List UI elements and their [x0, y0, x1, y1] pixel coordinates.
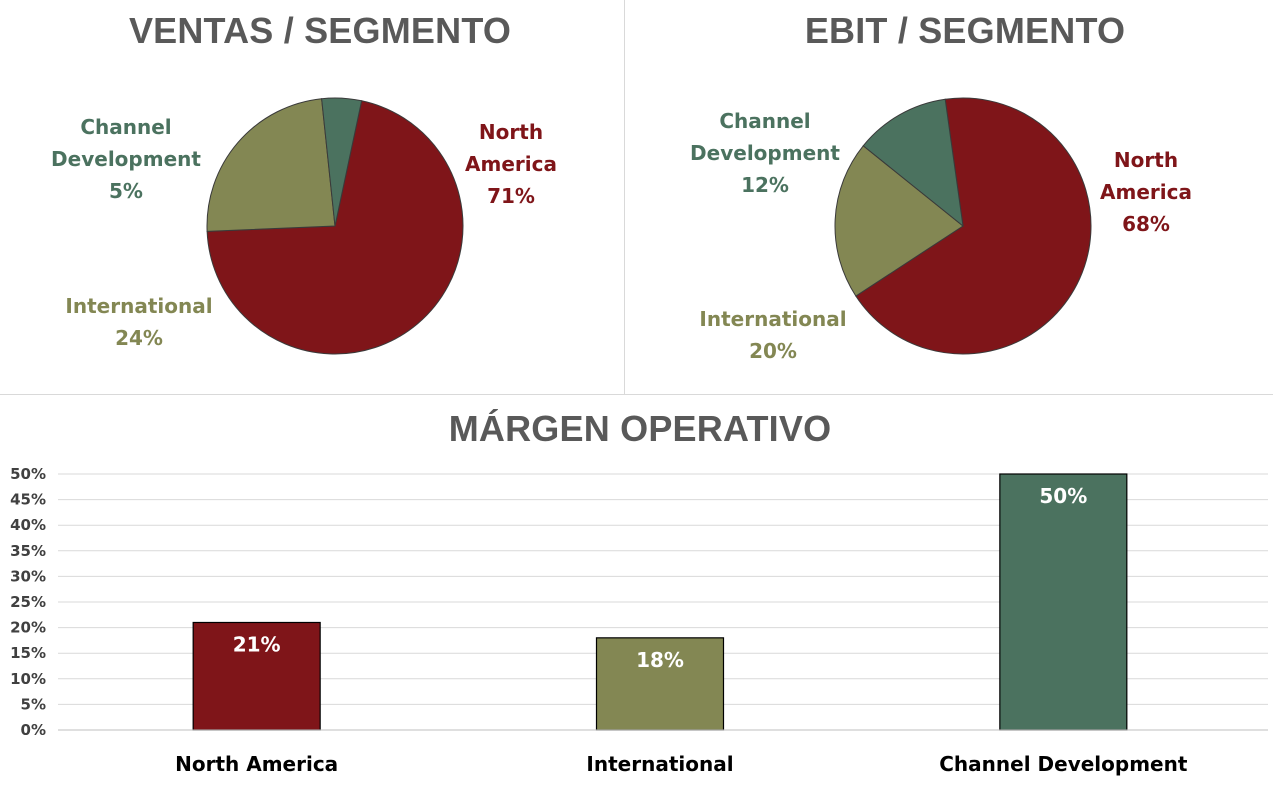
y-tick-label-50: 50%: [10, 465, 46, 483]
y-tick-label-45: 45%: [10, 491, 46, 509]
y-tick-label-40: 40%: [10, 516, 46, 534]
ventas-label-north-america: North America 71%: [465, 120, 557, 208]
ebit-slice-international: [834, 145, 964, 297]
x-category-label-north-america: North America: [175, 752, 338, 776]
ebit-chart-title: EBIT / SEGMENTO: [804, 10, 1126, 51]
panel-divider-horizontal: [0, 394, 1273, 395]
ventas-label-international: International 24%: [65, 294, 212, 350]
x-category-label-channel-development: Channel Development: [939, 752, 1188, 776]
y-tick-label-10: 10%: [10, 670, 46, 688]
ventas-slice-channel-development: [321, 97, 363, 227]
bar-channel-development: [999, 473, 1128, 731]
y-tick-label-0: 0%: [21, 721, 46, 739]
ventas-slice-north-america: [206, 100, 464, 355]
bar-north-america: [192, 621, 321, 731]
ebit-pie-chart: North America 68% International 20% Channel De…: [690, 97, 1192, 363]
bar-value-label-channel-development: 50%: [1039, 484, 1087, 508]
ebit-slice-north-america: [855, 97, 1092, 355]
y-tick-label-15: 15%: [10, 644, 46, 662]
ventas-pie-chart: North America 71% International 24% Channel De…: [51, 97, 557, 355]
bar-value-label-international: 18%: [636, 648, 684, 672]
ebit-label-channel-development: Channel Development 12%: [690, 109, 840, 197]
y-tick-label-30: 30%: [10, 567, 46, 585]
ventas-chart-title: VENTAS / SEGMENTO: [128, 10, 512, 51]
ebit-label-international: International 20%: [699, 307, 846, 363]
y-tick-label-35: 35%: [10, 542, 46, 560]
panel-divider-vertical: [624, 0, 625, 394]
margen-chart-title: MÁRGEN OPERATIVO: [448, 408, 832, 449]
ebit-label-north-america: North America 68%: [1100, 148, 1192, 236]
x-category-label-international: International: [586, 752, 733, 776]
ebit-slice-channel-development: [862, 98, 964, 228]
bar-value-label-north-america: 21%: [233, 632, 281, 656]
y-tick-label-20: 20%: [10, 619, 46, 637]
ventas-label-channel-development: Channel Development 5%: [51, 115, 201, 203]
y-tick-label-25: 25%: [10, 593, 46, 611]
y-tick-label-5: 5%: [21, 695, 46, 713]
bar-international: [595, 637, 725, 731]
margen-bar-chart: 0% 5% 10% 15% 20% 25% 30% 35% 40% 45% 50% 21% North …: [10, 465, 1268, 776]
ventas-slice-international: [206, 98, 336, 232]
